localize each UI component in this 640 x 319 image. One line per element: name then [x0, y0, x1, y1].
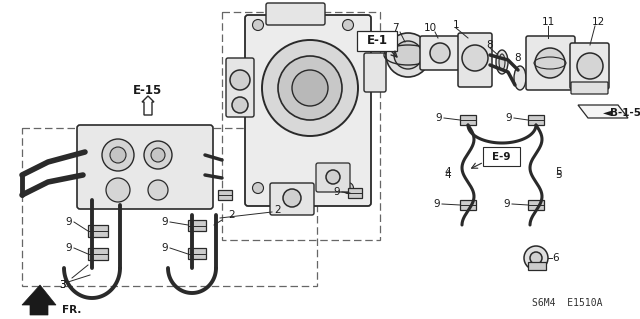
Text: 8: 8 [486, 40, 493, 50]
FancyBboxPatch shape [226, 58, 254, 117]
Text: FR.: FR. [62, 305, 81, 315]
Circle shape [326, 170, 340, 184]
FancyBboxPatch shape [245, 15, 371, 206]
Text: 9: 9 [504, 199, 510, 209]
Text: 8: 8 [515, 53, 522, 63]
Polygon shape [578, 105, 628, 118]
Circle shape [144, 141, 172, 169]
Circle shape [283, 189, 301, 207]
Circle shape [292, 70, 328, 106]
Circle shape [151, 148, 165, 162]
Text: 4: 4 [445, 170, 451, 180]
Bar [88, 248, 108, 260]
Text: 3: 3 [59, 280, 65, 290]
Circle shape [394, 41, 422, 69]
FancyBboxPatch shape [316, 163, 350, 192]
Circle shape [262, 40, 358, 136]
Text: 5: 5 [555, 170, 561, 180]
Text: 7: 7 [392, 23, 398, 33]
FancyBboxPatch shape [77, 125, 213, 209]
Text: 11: 11 [541, 17, 555, 27]
Text: 9: 9 [65, 217, 72, 227]
Text: 9: 9 [65, 243, 72, 253]
FancyBboxPatch shape [483, 147, 520, 166]
Circle shape [110, 147, 126, 163]
FancyBboxPatch shape [526, 36, 575, 90]
FancyBboxPatch shape [357, 31, 397, 51]
Bar [188, 220, 206, 231]
Text: 4: 4 [445, 167, 451, 177]
FancyBboxPatch shape [570, 43, 609, 89]
FancyBboxPatch shape [420, 36, 459, 70]
FancyBboxPatch shape [364, 53, 386, 92]
Text: 5: 5 [555, 167, 561, 177]
Text: 3: 3 [59, 280, 65, 290]
Text: 12: 12 [591, 17, 605, 27]
Text: E-1: E-1 [367, 34, 387, 48]
Text: ◄B-1-5: ◄B-1-5 [603, 108, 640, 118]
Circle shape [342, 182, 353, 194]
Bar [88, 225, 108, 237]
Circle shape [106, 178, 130, 202]
Circle shape [278, 56, 342, 120]
Bar [22, 128, 317, 286]
Circle shape [386, 33, 430, 77]
Circle shape [253, 19, 264, 31]
Bar [348, 188, 362, 198]
Ellipse shape [499, 54, 505, 70]
Text: 6: 6 [553, 253, 559, 263]
Text: E-9: E-9 [492, 152, 510, 162]
Text: 9: 9 [435, 113, 442, 123]
Circle shape [102, 139, 134, 171]
Circle shape [230, 70, 250, 90]
Text: 9: 9 [506, 113, 512, 123]
Bar [528, 115, 544, 125]
Text: 9: 9 [333, 187, 340, 197]
Circle shape [462, 45, 488, 71]
Ellipse shape [496, 50, 508, 74]
Text: 2: 2 [228, 210, 236, 220]
Text: 9: 9 [161, 243, 168, 253]
Text: S6M4  E1510A: S6M4 E1510A [531, 298, 602, 308]
Circle shape [577, 53, 603, 79]
FancyBboxPatch shape [458, 33, 492, 87]
Circle shape [535, 48, 565, 78]
Text: 9: 9 [433, 199, 440, 209]
Text: 9: 9 [161, 217, 168, 227]
Bar [222, 12, 380, 240]
Circle shape [148, 180, 168, 200]
Text: 10: 10 [424, 23, 436, 33]
Circle shape [530, 252, 542, 264]
Circle shape [253, 182, 264, 194]
Bar [188, 248, 206, 259]
Ellipse shape [514, 66, 526, 90]
Circle shape [430, 43, 450, 63]
Text: 1: 1 [452, 20, 460, 30]
Bar [460, 115, 476, 125]
Bar [460, 200, 476, 210]
Bar [528, 200, 544, 210]
Text: 2: 2 [275, 205, 282, 215]
Text: E-15: E-15 [133, 84, 163, 97]
Circle shape [342, 19, 353, 31]
Polygon shape [22, 285, 56, 315]
Bar [218, 190, 232, 200]
FancyBboxPatch shape [270, 183, 314, 215]
Polygon shape [142, 96, 154, 115]
FancyBboxPatch shape [266, 3, 325, 25]
Bar [528, 262, 546, 270]
FancyBboxPatch shape [571, 82, 608, 94]
Circle shape [524, 246, 548, 270]
Circle shape [232, 97, 248, 113]
